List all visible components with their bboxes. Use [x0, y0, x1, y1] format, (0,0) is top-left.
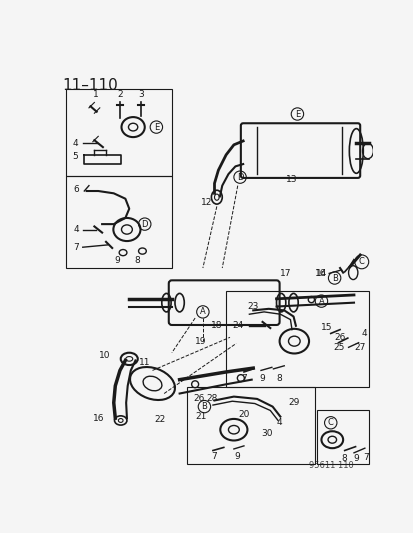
Text: 20: 20	[238, 410, 249, 419]
Text: C: C	[327, 418, 333, 427]
Text: C: C	[358, 257, 364, 266]
Bar	[225, 291, 369, 387]
Text: 4: 4	[361, 329, 366, 338]
Text: B: B	[331, 273, 337, 282]
Text: 1: 1	[93, 90, 99, 99]
Text: 9: 9	[234, 452, 240, 461]
Text: 27: 27	[353, 343, 365, 352]
Text: D: D	[236, 173, 243, 182]
Text: 4: 4	[276, 417, 281, 426]
Text: 24: 24	[232, 321, 243, 330]
Text: 8: 8	[134, 256, 140, 265]
Text: 4: 4	[73, 225, 79, 234]
Text: 5: 5	[72, 152, 78, 161]
Text: 28: 28	[206, 394, 218, 402]
Text: A: A	[199, 308, 205, 317]
Text: 11: 11	[139, 358, 150, 367]
Text: 9: 9	[114, 256, 120, 265]
Text: 17: 17	[280, 269, 291, 278]
Text: 4: 4	[72, 139, 78, 148]
Text: 26: 26	[193, 394, 204, 402]
Text: 8: 8	[275, 374, 281, 383]
Text: B: B	[201, 402, 207, 411]
Text: 95611 110: 95611 110	[309, 461, 353, 470]
Text: 18: 18	[210, 321, 222, 330]
Text: 7: 7	[240, 374, 246, 383]
Text: 23: 23	[247, 302, 259, 311]
Text: E: E	[153, 123, 159, 132]
Text: 30: 30	[260, 429, 272, 438]
Text: E: E	[294, 109, 299, 118]
Text: 11–110: 11–110	[62, 78, 118, 93]
Text: 7: 7	[211, 452, 217, 461]
Text: 8: 8	[341, 455, 347, 464]
Text: 14: 14	[315, 269, 326, 278]
Text: 21: 21	[195, 412, 206, 421]
Text: 22: 22	[154, 415, 166, 424]
Text: 29: 29	[287, 398, 299, 407]
Text: 9: 9	[259, 374, 265, 383]
Text: 7: 7	[362, 453, 368, 462]
Text: A: A	[318, 297, 323, 305]
Text: 16: 16	[314, 269, 326, 278]
Text: 25: 25	[332, 343, 344, 352]
Bar	[66, 175, 171, 268]
Text: 13: 13	[285, 175, 297, 184]
Text: D: D	[141, 220, 147, 229]
Bar	[66, 88, 171, 175]
Text: 10: 10	[98, 351, 110, 360]
Bar	[187, 387, 314, 464]
Text: 9: 9	[353, 455, 358, 464]
Text: 6: 6	[73, 185, 79, 194]
Text: 12: 12	[200, 198, 212, 207]
Text: 2: 2	[117, 90, 123, 99]
Text: 3: 3	[138, 90, 143, 99]
Text: 19: 19	[195, 337, 206, 346]
Text: 16: 16	[92, 414, 104, 423]
Bar	[316, 410, 369, 464]
Text: 7: 7	[73, 243, 79, 252]
Text: 15: 15	[320, 323, 332, 332]
Text: 26: 26	[334, 333, 345, 342]
